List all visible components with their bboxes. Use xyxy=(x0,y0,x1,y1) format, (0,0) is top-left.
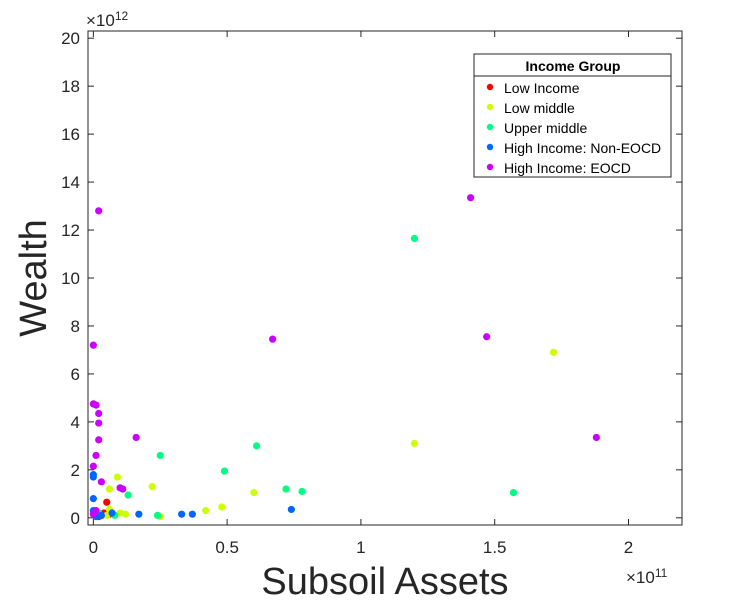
data-point xyxy=(467,194,475,202)
data-point xyxy=(178,510,186,518)
data-point xyxy=(108,509,116,517)
data-point xyxy=(113,473,122,481)
legend-marker xyxy=(486,163,494,171)
data-point xyxy=(188,510,196,518)
legend: Income Group Low Income Low middle Upper m… xyxy=(473,53,672,178)
y-axis-multiplier: ×1012 xyxy=(86,9,129,30)
x-axis-multiplier: ×1011 xyxy=(626,566,668,587)
data-point xyxy=(298,487,306,496)
legend-marker xyxy=(486,83,494,91)
y-tick-label: 2 xyxy=(71,461,80,480)
y-tick-label: 8 xyxy=(71,317,80,336)
data-point xyxy=(92,451,100,460)
legend-label: High Income: Non-EOCD xyxy=(504,140,661,156)
data-point xyxy=(202,507,210,515)
data-point xyxy=(132,433,140,442)
data-point xyxy=(218,503,226,511)
legend-box xyxy=(473,53,672,178)
x-tick-label: 2 xyxy=(624,538,633,557)
x-axis: 0 0.5 1 1.5 2 xyxy=(89,31,633,557)
data-point xyxy=(549,348,558,356)
data-point xyxy=(148,483,156,491)
y-tick-label: 0 xyxy=(71,509,80,528)
data-point xyxy=(89,462,97,470)
data-point xyxy=(121,510,130,518)
data-point xyxy=(89,495,97,503)
y-axis: 0 2 4 6 8 10 12 14 16 18 20 xyxy=(61,29,682,528)
data-point xyxy=(89,341,97,349)
data-point xyxy=(252,442,261,450)
legend-label: Low middle xyxy=(504,100,575,116)
y-tick-label: 12 xyxy=(61,221,80,240)
data-point xyxy=(250,489,258,497)
data-point xyxy=(124,491,132,499)
legend-marker xyxy=(486,103,494,111)
data-point xyxy=(592,433,600,442)
data-point xyxy=(269,335,277,343)
legend-marker xyxy=(486,123,494,131)
data-point xyxy=(95,409,103,418)
x-tick-label: 0 xyxy=(89,538,98,557)
data-point xyxy=(156,451,164,460)
data-point xyxy=(116,509,124,517)
data-point xyxy=(153,511,162,520)
data-point xyxy=(410,234,419,243)
data-point xyxy=(105,485,114,493)
legend-title: Income Group xyxy=(526,58,621,74)
y-tick-label: 10 xyxy=(61,269,80,288)
x-tick-label: 1.5 xyxy=(483,538,507,557)
x-tick-label: 0.5 xyxy=(215,538,239,557)
data-point xyxy=(509,489,518,497)
y-tick-label: 16 xyxy=(61,125,80,144)
data-points xyxy=(89,194,600,521)
legend-label: Low Income xyxy=(504,80,580,96)
legend-items: Low Income Low middle Upper middle High Inc… xyxy=(486,80,661,176)
data-point xyxy=(135,510,143,518)
data-point xyxy=(103,498,111,506)
y-tick-label: 14 xyxy=(61,173,80,192)
legend-label: Upper middle xyxy=(504,120,587,136)
y-tick-label: 20 xyxy=(61,29,80,48)
data-point xyxy=(410,439,419,448)
data-point xyxy=(103,511,111,520)
data-point xyxy=(119,485,127,493)
data-point xyxy=(483,333,491,341)
data-point xyxy=(92,401,100,409)
y-tick-label: 6 xyxy=(71,365,80,384)
legend-label: High Income: EOCD xyxy=(504,160,631,176)
legend-marker xyxy=(486,143,494,151)
data-point xyxy=(95,419,103,427)
data-point xyxy=(95,207,103,215)
data-point xyxy=(97,511,105,520)
x-tick-label: 1 xyxy=(356,538,365,557)
data-point xyxy=(97,478,105,486)
data-point xyxy=(89,471,97,479)
y-tick-label: 4 xyxy=(71,413,80,432)
data-point xyxy=(89,510,97,518)
x-axis-title: Subsoil Assets xyxy=(261,561,508,602)
data-point xyxy=(282,485,290,493)
y-tick-label: 18 xyxy=(61,77,80,96)
y-axis-title: Wealth xyxy=(13,219,55,337)
data-point xyxy=(287,505,295,514)
data-point xyxy=(95,436,103,444)
data-point xyxy=(220,467,229,475)
